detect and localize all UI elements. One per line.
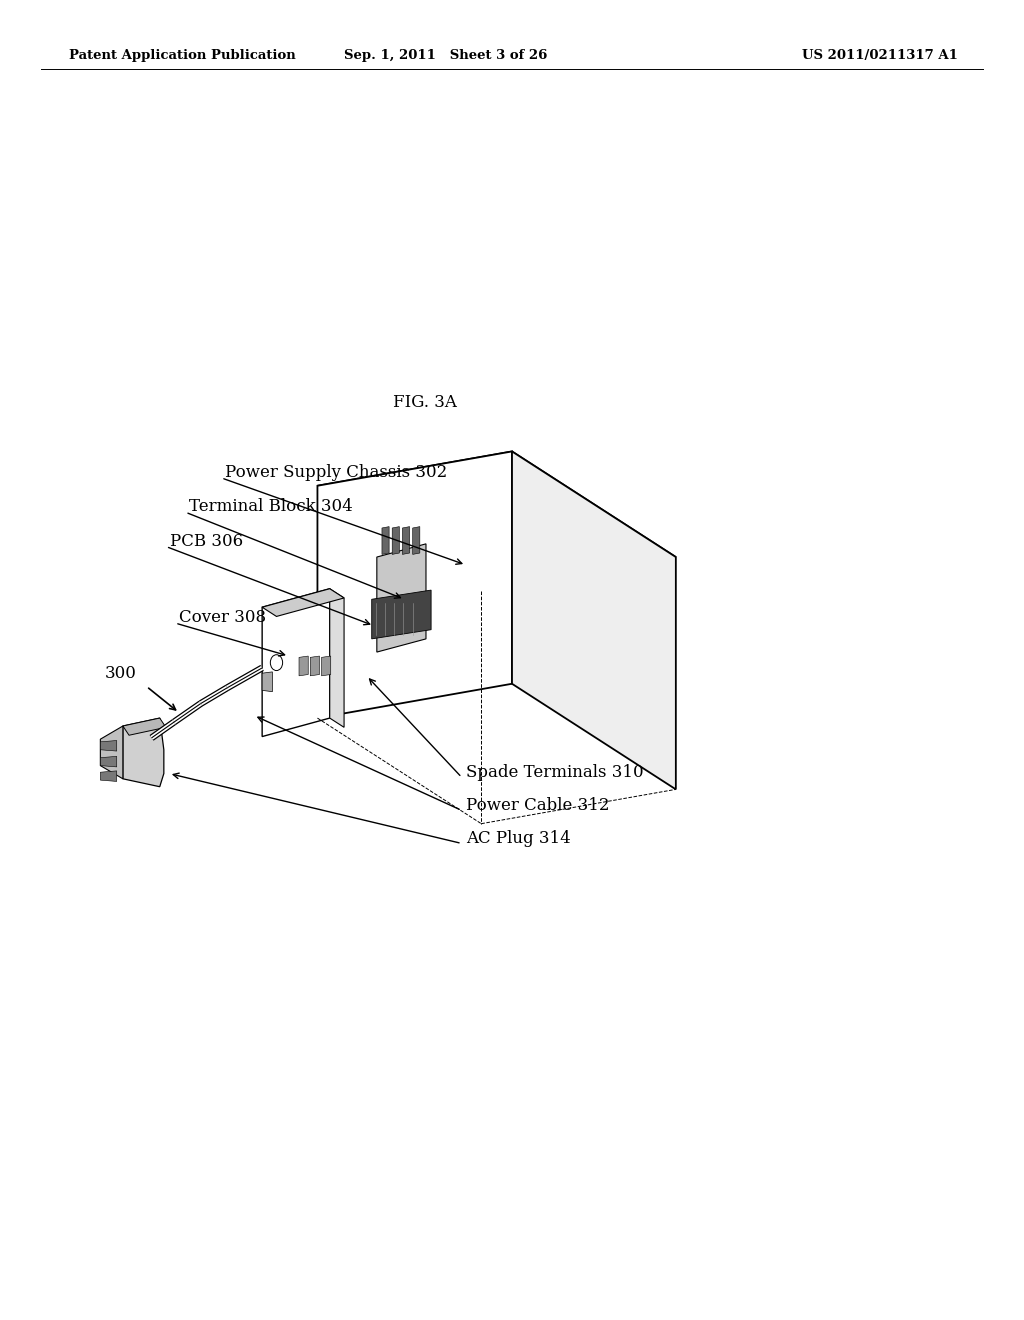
Polygon shape: [299, 656, 308, 676]
Text: Power Cable 312: Power Cable 312: [466, 797, 609, 813]
Polygon shape: [100, 726, 123, 779]
Text: Cover 308: Cover 308: [179, 610, 266, 626]
Text: Patent Application Publication: Patent Application Publication: [69, 49, 295, 62]
Polygon shape: [330, 589, 344, 727]
Polygon shape: [262, 589, 330, 737]
Text: US 2011/0211317 A1: US 2011/0211317 A1: [802, 49, 957, 62]
Polygon shape: [123, 718, 164, 787]
Polygon shape: [372, 590, 431, 639]
Polygon shape: [262, 589, 344, 616]
Polygon shape: [377, 544, 426, 652]
Text: FIG. 3A: FIG. 3A: [393, 395, 457, 411]
Polygon shape: [100, 756, 117, 767]
Polygon shape: [310, 656, 319, 676]
Text: Terminal Block 304: Terminal Block 304: [189, 499, 353, 515]
Polygon shape: [317, 451, 512, 718]
Text: Power Supply Chassis 302: Power Supply Chassis 302: [225, 465, 447, 480]
Polygon shape: [123, 718, 166, 735]
Text: Spade Terminals 310: Spade Terminals 310: [466, 764, 643, 780]
Polygon shape: [512, 451, 676, 789]
Text: PCB 306: PCB 306: [170, 533, 243, 549]
Text: 300: 300: [104, 665, 137, 681]
Polygon shape: [100, 771, 117, 781]
Polygon shape: [317, 451, 676, 591]
Polygon shape: [262, 672, 272, 692]
Polygon shape: [382, 527, 389, 554]
Polygon shape: [413, 527, 420, 554]
Text: AC Plug 314: AC Plug 314: [466, 830, 570, 846]
Polygon shape: [100, 741, 117, 751]
Polygon shape: [402, 527, 410, 554]
Polygon shape: [322, 656, 331, 676]
Polygon shape: [392, 527, 399, 554]
Text: Sep. 1, 2011   Sheet 3 of 26: Sep. 1, 2011 Sheet 3 of 26: [344, 49, 547, 62]
